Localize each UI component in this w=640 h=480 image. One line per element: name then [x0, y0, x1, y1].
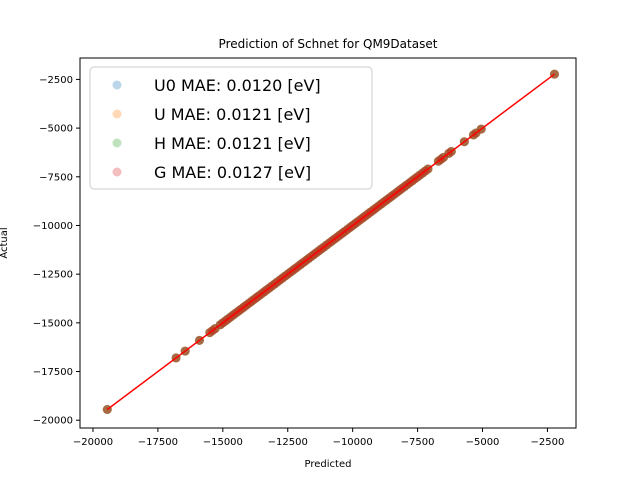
y-tick-label: −17500: [33, 367, 73, 378]
y-axis-label: Actual: [0, 227, 10, 258]
legend-label-h: H MAE: 0.0121 [eV]: [154, 134, 311, 153]
legend-marker-h: [112, 138, 122, 148]
x-tick-label: −17500: [138, 437, 178, 448]
y-axis: −20000 −17500 −15000 −12500 −10000 −7500 −5000…: [33, 75, 80, 427]
x-tick-label: −15000: [203, 437, 243, 448]
y-tick-label: −10000: [33, 221, 73, 232]
plot-area: [102, 69, 559, 414]
axes-frame: [79, 57, 577, 429]
legend-label-u: U MAE: 0.0121 [eV]: [154, 105, 310, 124]
legend-marker-g: [112, 167, 122, 177]
y-tick-label: −7500: [39, 172, 73, 183]
x-tick-label: −10000: [333, 437, 373, 448]
legend: U0 MAE: 0.0120 [eV] U MAE: 0.0121 [eV] H…: [89, 66, 373, 190]
legend-label-g: G MAE: 0.0127 [eV]: [154, 163, 311, 182]
y-tick-label: −15000: [33, 318, 73, 329]
x-tick-label: −12500: [268, 437, 308, 448]
legend-marker-u: [112, 109, 122, 119]
x-tick-label: −7500: [401, 437, 435, 448]
y-tick-label: −2500: [39, 75, 73, 86]
x-tick-label: −2500: [531, 437, 565, 448]
x-axis-label: Predicted: [305, 459, 352, 470]
legend-label-u0: U0 MAE: 0.0120 [eV]: [154, 76, 321, 95]
x-axis: −20000 −17500 −15000 −12500 −10000 −7500 −5000…: [73, 428, 564, 448]
x-tick-label: −20000: [73, 437, 113, 448]
y-tick-label: −12500: [33, 270, 73, 281]
x-tick-label: −5000: [466, 437, 500, 448]
y-tick-label: −20000: [33, 416, 73, 427]
reference-line: [106, 73, 555, 411]
chart-title: Prediction of Schnet for QM9Dataset: [219, 37, 438, 51]
y-tick-label: −5000: [39, 124, 73, 135]
legend-marker-u0: [112, 80, 122, 90]
legend-box: [89, 66, 373, 190]
